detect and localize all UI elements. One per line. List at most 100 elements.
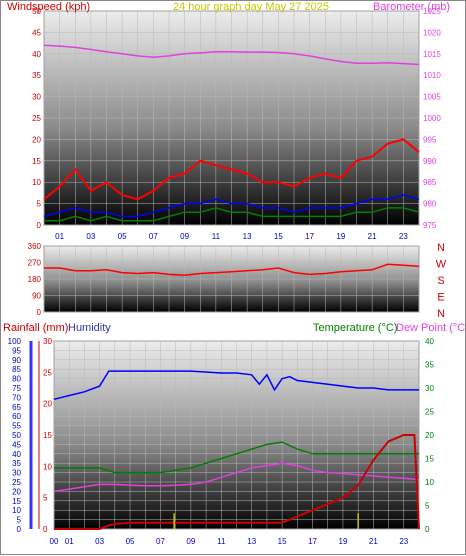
- humidity-tick-label: 35: [12, 459, 21, 468]
- climate-x-tick-label: 21: [369, 537, 378, 546]
- windspeed-tick-label: 0: [37, 221, 42, 230]
- rainfall-tick-label: 30: [43, 337, 52, 346]
- humidity-tick-label: 70: [12, 393, 21, 402]
- compass-label: W: [436, 259, 447, 271]
- windspeed-tick-label: 35: [32, 71, 41, 80]
- humidity-tick-label: 100: [8, 337, 22, 346]
- humidity-tick-label: 20: [12, 487, 21, 496]
- climate-series-rainfall: [54, 434, 420, 530]
- rainfall-tick-label: 0: [43, 525, 48, 534]
- wind-direction-line: [44, 263, 420, 277]
- barometer-tick-label: 995: [423, 135, 437, 144]
- direction-tick-label: 90: [32, 292, 41, 301]
- wind-x-tick-label: 19: [336, 232, 345, 241]
- direction-panel-grid: [43, 245, 420, 313]
- climate-x-tick-label: 07: [156, 537, 165, 546]
- humidity-tick-label: 60: [12, 412, 21, 421]
- windspeed-tick-label: 15: [32, 157, 41, 166]
- climate-x-tick-label: 19: [339, 537, 348, 546]
- humidity-tick-label: 5: [17, 516, 22, 525]
- climate-x-tick-label: 05: [126, 537, 135, 546]
- compass-label: N: [437, 242, 445, 254]
- climate-x-tick-label: 00: [50, 537, 59, 546]
- direction-tick-label: 360: [28, 242, 42, 251]
- barometer-tick-label: 1010: [423, 71, 441, 80]
- temperature-tick-label: 5: [425, 502, 430, 511]
- barometer-tick-label: 1000: [423, 114, 441, 123]
- rainfall-tick-label: 25: [43, 368, 52, 377]
- climate-x-tick-label: 17: [308, 537, 317, 546]
- wind-panel-grid: [43, 10, 420, 226]
- climate-series-humidity: [53, 370, 419, 401]
- temperature-tick-label: 20: [425, 431, 434, 440]
- windspeed-tick-label: 20: [32, 135, 41, 144]
- wind-series-line-barometer: [43, 44, 420, 66]
- wind-x-tick-label: 17: [305, 232, 314, 241]
- wind-series-line-wind-gust: [43, 138, 420, 201]
- rainfall-ticks: 0 5 10 15 20 25 30: [43, 337, 52, 534]
- windspeed-tick-label: 25: [32, 114, 41, 123]
- humidity-tick-label: 50: [12, 431, 21, 440]
- barometer-tick-label: 980: [423, 200, 437, 209]
- direction-tick-label: 270: [28, 259, 42, 268]
- humidity-tick-label: 55: [12, 422, 21, 431]
- wind-x-tick-label: 21: [368, 232, 377, 241]
- wind-panel-right-ticks: 975 980 985 990 995 1000 1005 1010 1015 1020 1025: [423, 7, 441, 230]
- wind-x-tick-label: 05: [118, 232, 127, 241]
- temperature-axis-label: Temperature (°C): [313, 322, 397, 334]
- humidity-tick-label: 75: [12, 384, 21, 393]
- humidity-tick-label: 25: [12, 478, 21, 487]
- humidity-tick-label: 30: [12, 469, 21, 478]
- barometer-tick-label: 1015: [423, 50, 441, 59]
- humidity-tick-label: 10: [12, 506, 21, 515]
- temperature-tick-label: 10: [425, 478, 434, 487]
- humidity-tick-label: 45: [12, 440, 21, 449]
- windspeed-axis-label: Windspeed (kph): [7, 1, 90, 13]
- windspeed-tick-label: 50: [32, 7, 41, 16]
- dewpoint-axis-label: Dew Point (°C): [396, 322, 466, 334]
- humidity-tick-label: 40: [12, 450, 21, 459]
- windspeed-tick-label: 40: [32, 50, 41, 59]
- climate-panel-series: [53, 370, 420, 530]
- rainfall-tick-label: 5: [43, 494, 48, 503]
- rainfall-tick-label: 20: [43, 400, 52, 409]
- rainfall-tick-label: 15: [43, 431, 52, 440]
- humidity-tick-label: 80: [12, 375, 21, 384]
- direction-tick-label: 0: [37, 308, 42, 317]
- windspeed-tick-label: 30: [32, 93, 41, 102]
- climate-x-tick-label: 01: [65, 537, 74, 546]
- climate-series-dew-point: [53, 462, 420, 493]
- climate-x-tick-label: 03: [95, 537, 104, 546]
- barometer-tick-label: 1020: [423, 28, 441, 37]
- humidity-tick-label: 0: [17, 525, 22, 534]
- humidity-ticks: 0510152025303540455055606570758085909510…: [8, 337, 22, 534]
- climate-x-tick-label: 23: [399, 537, 408, 546]
- windspeed-tick-label: 10: [32, 178, 41, 187]
- direction-panel-series: [44, 263, 420, 277]
- windspeed-tick-label: 45: [32, 28, 41, 37]
- climate-x-tick-label: 15: [278, 537, 287, 546]
- wind-panel-x-ticks: 01 03 05 07 09 11 13 15 17 19 21 23: [55, 232, 408, 241]
- wind-x-tick-label: 01: [55, 232, 64, 241]
- humidity-tick-label: 65: [12, 403, 21, 412]
- humidity-tick-label: 15: [12, 497, 21, 506]
- rainfall-tick-label: 10: [43, 462, 52, 471]
- wind-series-line-wind-speed: [43, 194, 420, 218]
- wind-x-tick-label: 07: [149, 232, 158, 241]
- humidity-axis-label: Humidity: [68, 322, 111, 334]
- direction-panel-ticks: 0 90 180 270 360: [28, 242, 42, 317]
- wind-x-tick-label: 13: [243, 232, 252, 241]
- direction-tick-label: 180: [28, 275, 42, 284]
- barometer-tick-label: 990: [423, 157, 437, 166]
- humidity-tick-label: 85: [12, 365, 21, 374]
- temperature-tick-label: 30: [425, 384, 434, 393]
- barometer-axis-label: Barometer (mb): [373, 1, 450, 13]
- wind-x-tick-label: 11: [212, 232, 221, 241]
- climate-x-tick-label: 13: [247, 537, 256, 546]
- compass-label: N: [437, 308, 445, 320]
- wind-x-tick-label: 03: [86, 232, 95, 241]
- barometer-tick-label: 985: [423, 178, 437, 187]
- wind-panel-left-ticks: 0 5 10 15 20 25 30 35 40 45 50: [32, 7, 41, 230]
